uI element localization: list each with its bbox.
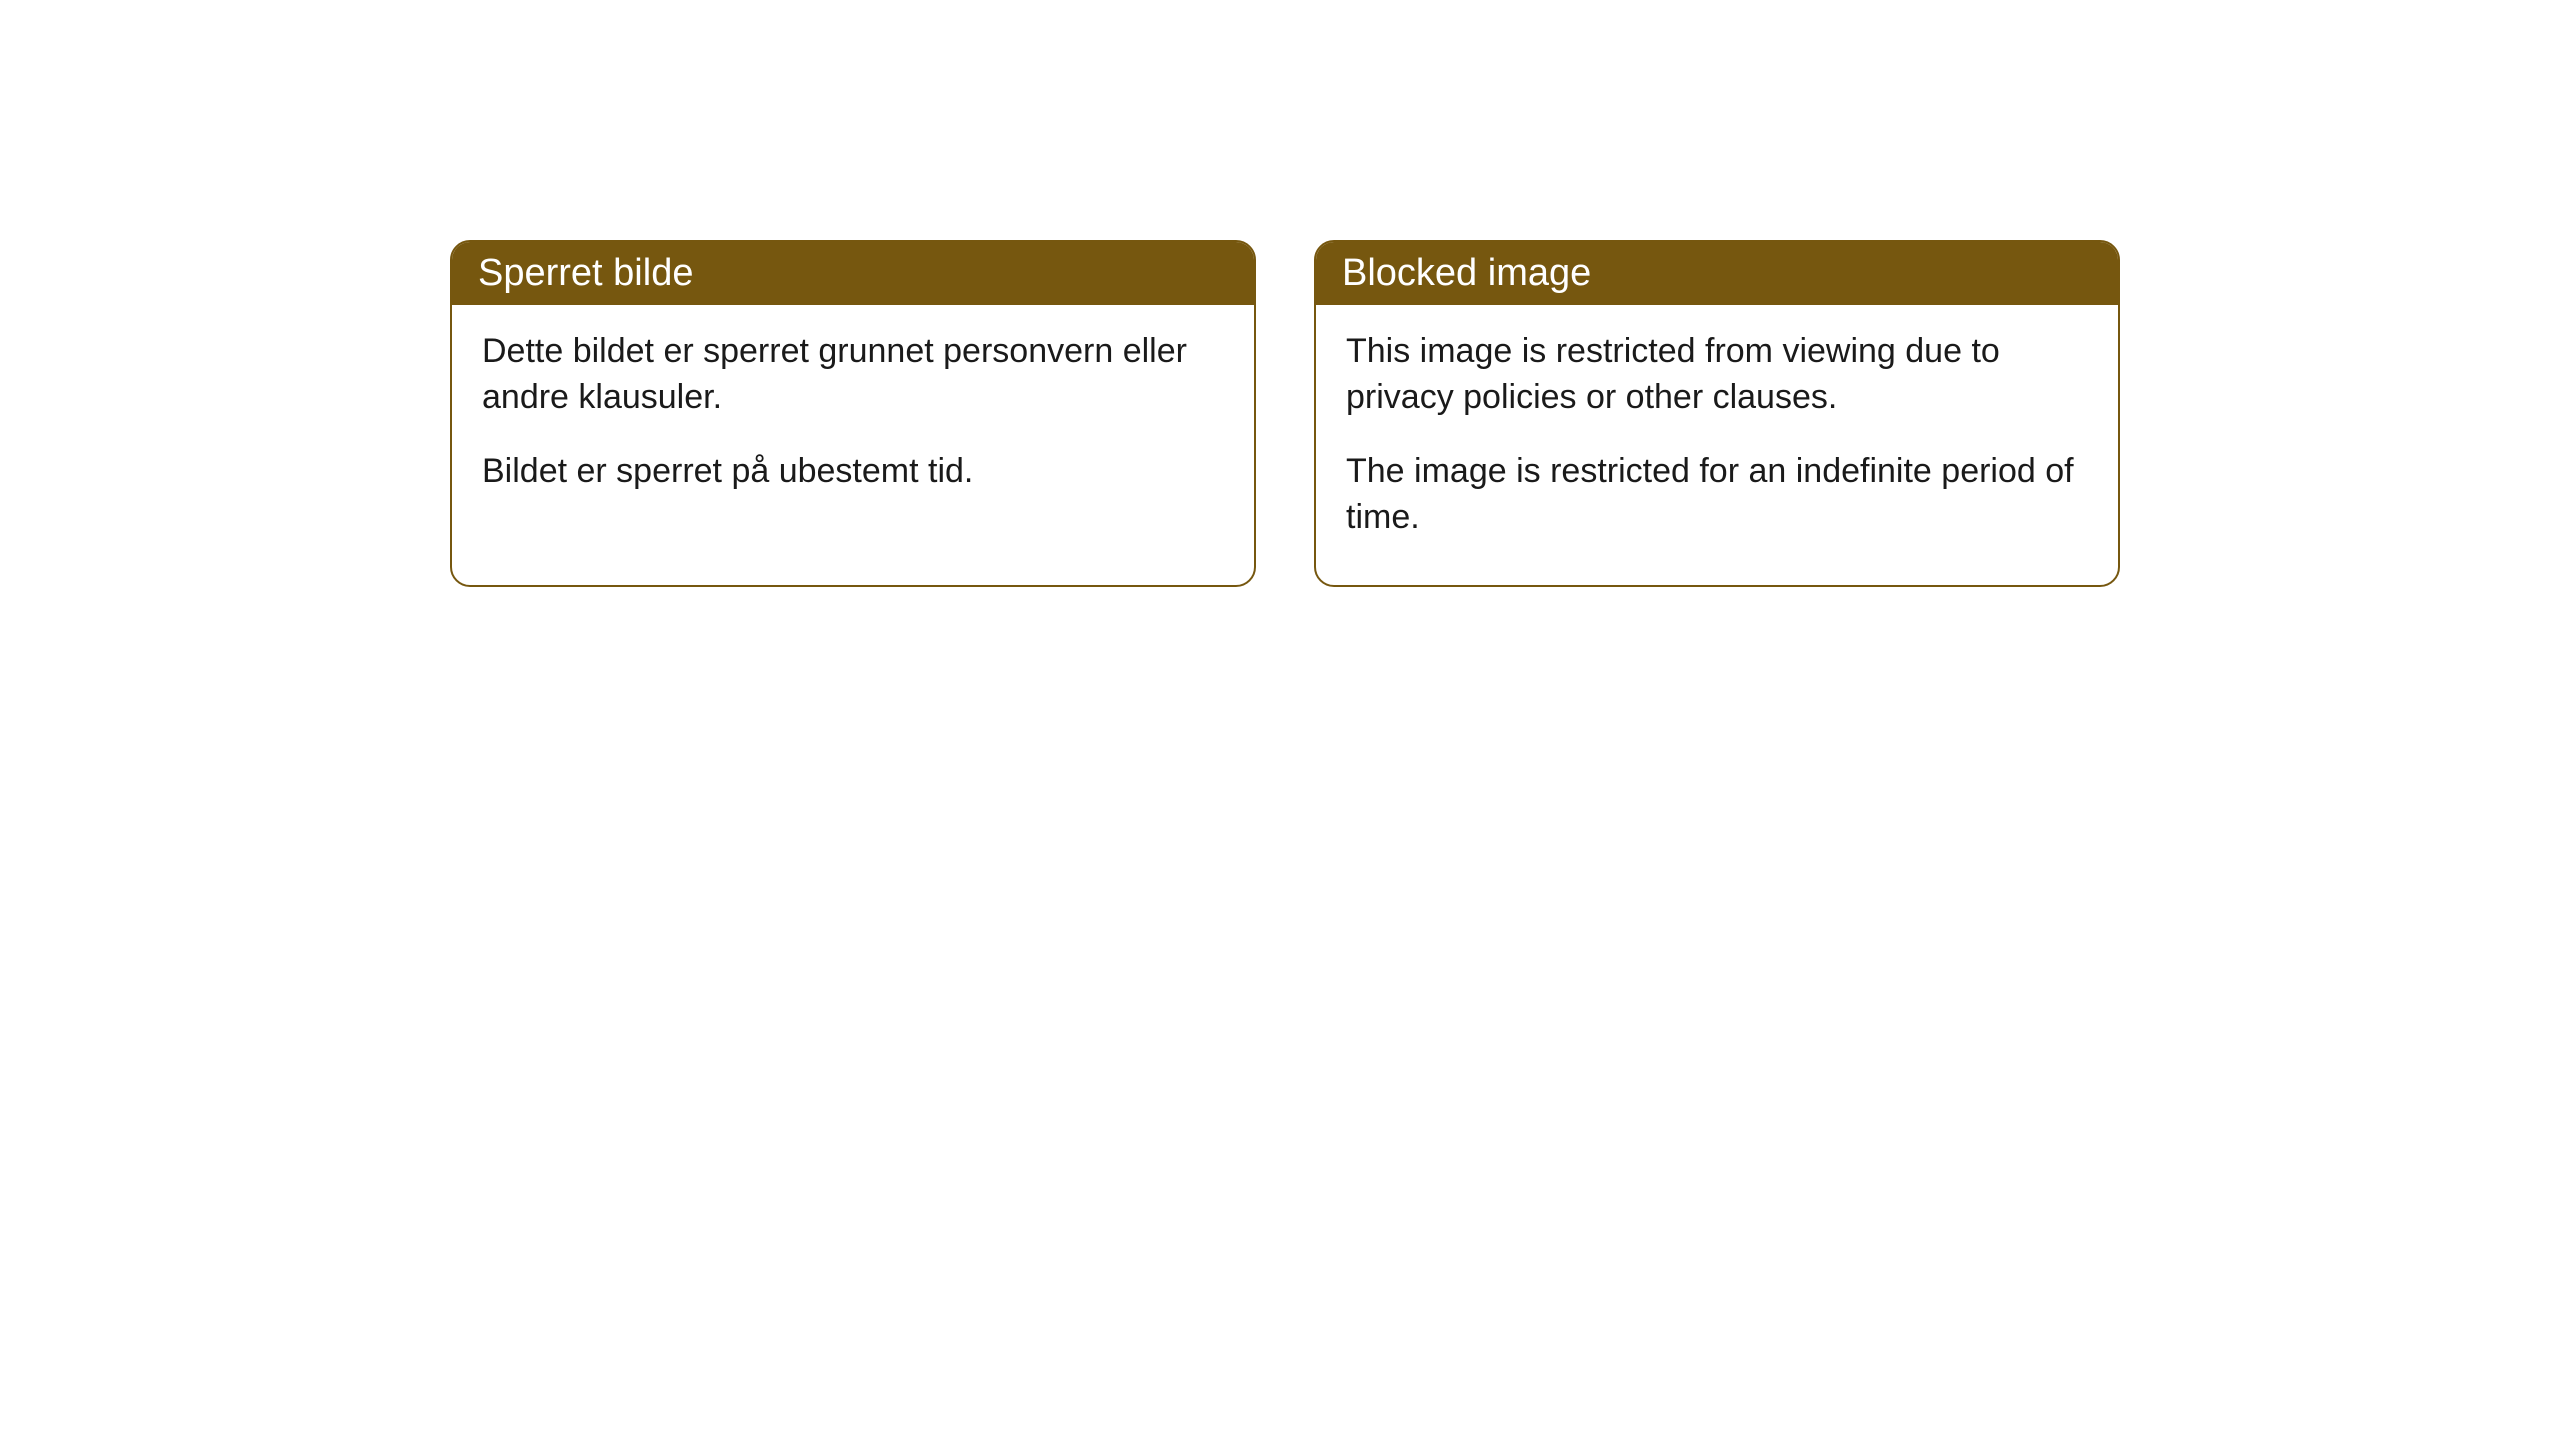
card-title-norwegian: Sperret bilde (478, 252, 693, 294)
card-text-english-1: This image is restricted from viewing du… (1346, 329, 2088, 421)
card-text-norwegian-2: Bildet er sperret på ubestemt tid. (482, 449, 1224, 495)
card-header-norwegian: Sperret bilde (452, 242, 1254, 305)
card-text-norwegian-1: Dette bildet er sperret grunnet personve… (482, 329, 1224, 421)
card-body-english: This image is restricted from viewing du… (1316, 305, 2118, 585)
card-header-english: Blocked image (1316, 242, 2118, 305)
notice-card-english: Blocked image This image is restricted f… (1314, 240, 2120, 587)
card-text-english-2: The image is restricted for an indefinit… (1346, 449, 2088, 541)
card-title-english: Blocked image (1342, 252, 1591, 294)
notice-card-norwegian: Sperret bilde Dette bildet er sperret gr… (450, 240, 1256, 587)
card-body-norwegian: Dette bildet er sperret grunnet personve… (452, 305, 1254, 539)
notice-cards-container: Sperret bilde Dette bildet er sperret gr… (450, 240, 2120, 587)
